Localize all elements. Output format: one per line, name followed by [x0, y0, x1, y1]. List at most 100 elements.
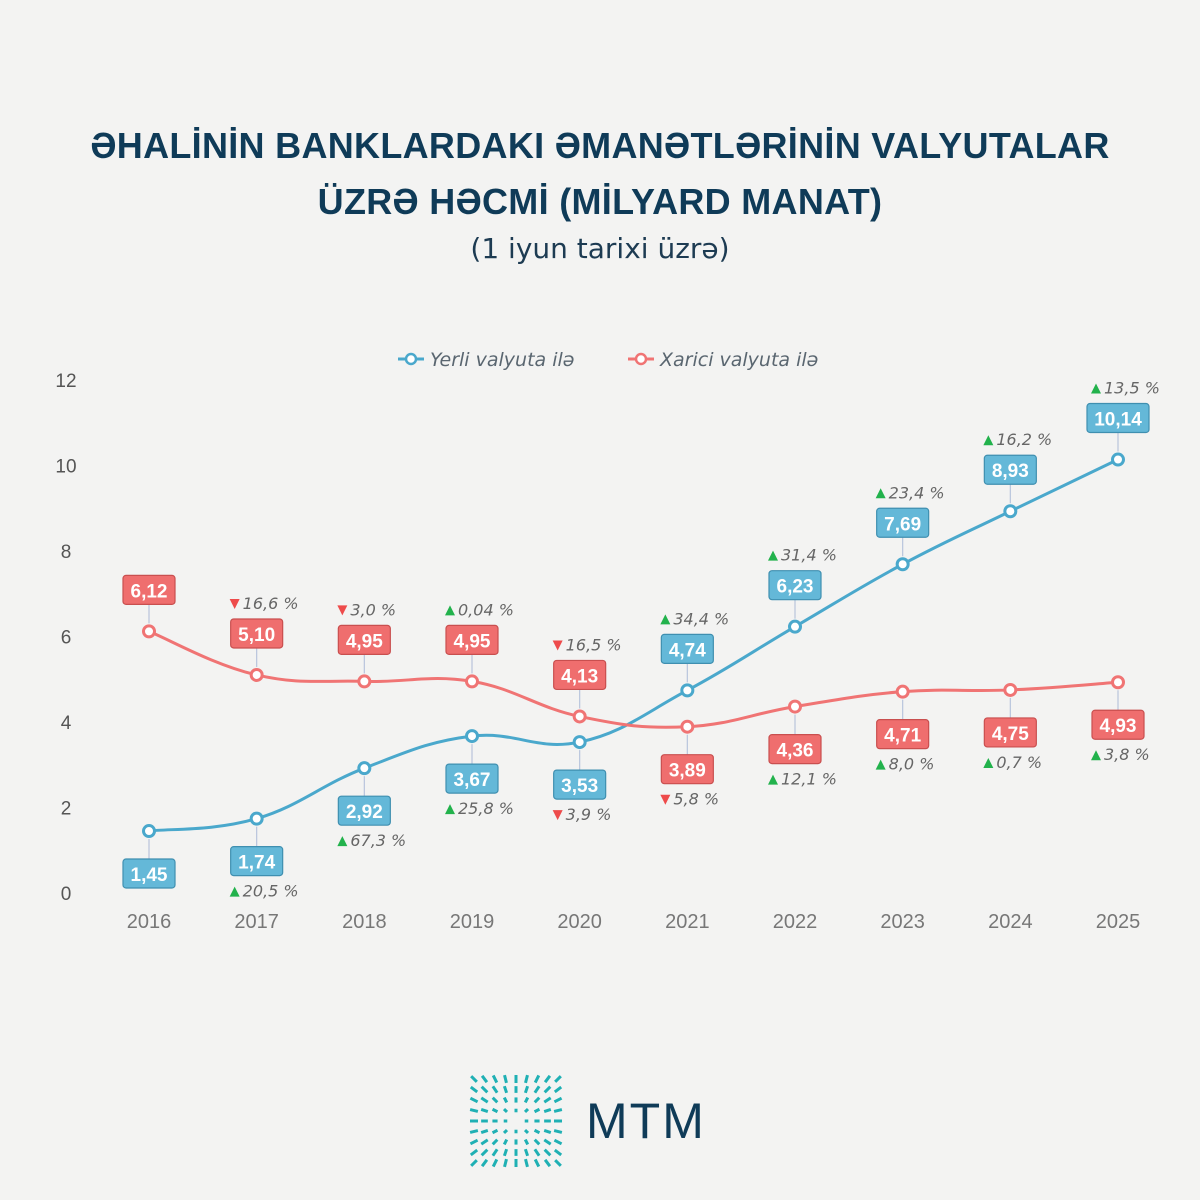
change-label: 25,8 % — [458, 799, 514, 818]
triangle-up-icon — [229, 886, 240, 897]
logo-dash — [533, 1148, 541, 1157]
x-tick-label: 2022 — [773, 911, 818, 933]
logo-dash — [502, 1128, 509, 1135]
triangle-up-icon — [445, 605, 455, 616]
logo-dash — [469, 1096, 479, 1104]
logo-dash — [543, 1158, 552, 1168]
data-point — [465, 729, 479, 744]
logo-dash — [491, 1138, 499, 1146]
logo-dash — [491, 1085, 499, 1094]
x-tick-label: 2021 — [665, 911, 710, 933]
data-label: 4,93 — [1100, 716, 1137, 737]
logo-dash — [502, 1148, 509, 1157]
data-label: 4,36 — [777, 741, 814, 762]
logo-dash — [503, 1074, 508, 1084]
logo-dash — [553, 1108, 563, 1113]
logo-dash — [480, 1128, 489, 1135]
data-label: 6,23 — [777, 577, 814, 598]
triangle-up-icon — [875, 488, 886, 499]
logo-dash — [553, 1138, 563, 1146]
data-label: 4,71 — [884, 726, 921, 747]
logo-dash — [502, 1085, 509, 1094]
logo-dash — [470, 1075, 478, 1083]
change-label: 16,2 % — [996, 430, 1052, 449]
data-label: 3,67 — [454, 770, 491, 791]
data-label: 4,13 — [561, 666, 598, 687]
value-box — [445, 763, 499, 794]
data-label: 10,14 — [1094, 410, 1142, 431]
value-box — [660, 754, 714, 785]
logo-dash — [554, 1075, 562, 1083]
logo-dash — [554, 1159, 562, 1167]
logo-mark-icon — [469, 1074, 563, 1168]
change-label: 3,9 % — [566, 805, 612, 824]
logo-text: MTM — [586, 1093, 706, 1149]
change-label: 0,7 % — [996, 753, 1042, 772]
value-box — [230, 618, 284, 649]
value-box — [768, 570, 822, 601]
change-label: 8,0 % — [889, 755, 935, 774]
legend-marker — [404, 352, 418, 366]
logo-dash — [543, 1107, 552, 1114]
logo-dash — [491, 1128, 499, 1135]
change-label: 3,8 % — [1104, 745, 1150, 764]
triangle-up-icon — [983, 435, 994, 446]
x-tick-label: 2018 — [342, 911, 387, 933]
logo-dash — [480, 1085, 489, 1094]
title-line-2: ÜZRƏ HƏCMİ (MİLYARD MANAT) — [317, 181, 883, 222]
logo-dash — [469, 1085, 479, 1094]
logo-dash — [523, 1107, 530, 1114]
triangle-down-icon — [337, 605, 348, 616]
data-label: 8,93 — [992, 461, 1029, 482]
data-point — [895, 557, 910, 572]
mtm-logo: MTM — [468, 1073, 706, 1169]
value-box — [876, 507, 930, 538]
triangle-up-icon — [660, 614, 671, 625]
line-chart: 0 2 4 6 8 10 12 2016 2017 2018 2019 2020 2021 2022 202… — [55, 349, 1159, 933]
logo-dash — [502, 1096, 509, 1104]
data-point — [572, 735, 587, 750]
triangle-up-icon — [445, 804, 455, 815]
value-box — [983, 717, 1037, 748]
series-line-local — [148, 458, 1119, 833]
logo-dash — [470, 1159, 478, 1167]
change-label: 5,8 % — [673, 790, 719, 809]
value-box — [660, 633, 714, 664]
data-label: 5,10 — [238, 625, 275, 646]
change-label: 12,1 % — [781, 770, 837, 789]
data-label: 4,95 — [346, 631, 383, 652]
logo-dash — [533, 1085, 541, 1094]
change-label: 16,6 % — [243, 594, 299, 613]
change-label: 34,4 % — [673, 609, 729, 628]
x-tick-label: 2020 — [557, 911, 602, 933]
data-label: 4,74 — [669, 640, 706, 661]
logo-dash — [553, 1096, 563, 1104]
logo-dash — [469, 1138, 479, 1146]
logo-dash — [469, 1148, 479, 1157]
logo-dash — [524, 1158, 529, 1168]
logo-dash — [524, 1074, 529, 1084]
value-box — [122, 574, 176, 605]
data-point — [465, 674, 479, 689]
y-tick-label: 8 — [61, 542, 72, 563]
x-tick-label: 2017 — [234, 911, 279, 933]
logo-dash — [480, 1074, 489, 1084]
triangle-down-icon — [660, 794, 671, 805]
series-line-foreign — [148, 629, 1119, 729]
logo-dash — [523, 1096, 530, 1104]
logo-dash — [523, 1148, 530, 1157]
data-label: 4,75 — [992, 724, 1029, 745]
logo-dash — [480, 1107, 489, 1114]
value-box — [445, 624, 499, 655]
legend-label: Xarici valyuta ilə — [659, 349, 819, 371]
logo-dash — [480, 1096, 489, 1104]
data-label: 3,53 — [561, 776, 598, 797]
logo-dash — [480, 1138, 489, 1146]
data-label: 1,45 — [131, 865, 168, 886]
legend-label: Yerli valyuta ilə — [430, 349, 575, 371]
data-point — [895, 684, 910, 699]
triangle-down-icon — [552, 640, 563, 651]
data-point — [249, 811, 264, 826]
data-point — [1111, 452, 1125, 467]
triangle-up-icon — [983, 757, 994, 768]
